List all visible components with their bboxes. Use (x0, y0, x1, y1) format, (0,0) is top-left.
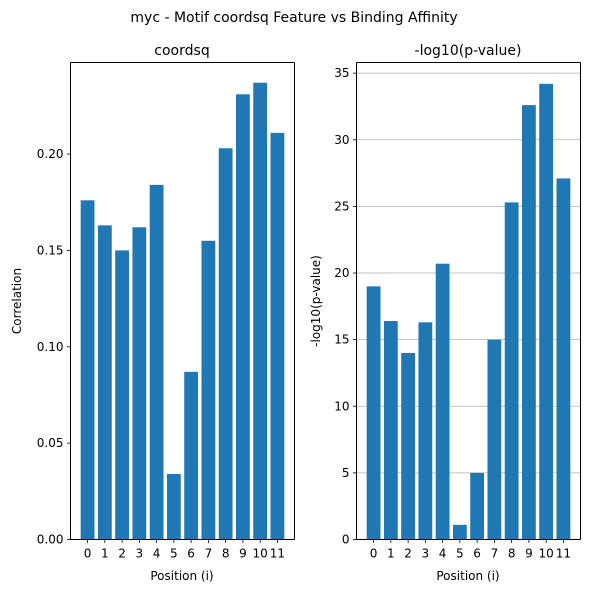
bar-9 (235, 94, 250, 540)
x-tick-label: 11 (556, 547, 571, 561)
bar-1 (383, 320, 398, 540)
bar-0 (366, 286, 381, 540)
x-tick-label: 7 (491, 547, 499, 561)
bar-6 (470, 472, 485, 540)
bar-3 (418, 322, 433, 540)
bar-10 (253, 82, 268, 540)
x-tick-label: 4 (439, 547, 447, 561)
bar-2 (401, 352, 416, 540)
x-tick-label: 10 (539, 547, 554, 561)
bar-4 (435, 263, 450, 540)
y-tick-label: 0 (342, 533, 350, 547)
x-tick-label: 4 (153, 547, 161, 561)
bar-8 (218, 148, 233, 540)
x-tick-label: 6 (187, 547, 195, 561)
y-tick-label: 0.10 (37, 340, 64, 354)
bar-0 (80, 200, 95, 540)
bar-10 (539, 83, 554, 540)
bar-11 (556, 178, 571, 540)
y-tick-label: 20 (334, 266, 349, 280)
y-tick-label: 0.15 (37, 243, 64, 257)
x-tick-label: 5 (170, 547, 178, 561)
chart-title: -log10(p-value) (415, 43, 522, 59)
y-tick-label: 15 (334, 333, 349, 347)
bar-11 (270, 132, 285, 540)
x-tick-label: 0 (370, 547, 378, 561)
x-tick-label: 3 (422, 547, 430, 561)
bar-7 (201, 240, 216, 540)
bar-4 (149, 184, 164, 540)
x-tick-label: 9 (239, 547, 247, 561)
neglog10-pvalue-chart: -log10(p-value) Position (i) -log10(p-va… (309, 43, 581, 583)
x-axis-label: Position (i) (436, 569, 499, 583)
x-tick-label: 1 (387, 547, 395, 561)
y-tick-label: 10 (334, 399, 349, 413)
x-tick-label: 9 (525, 547, 533, 561)
bar-5 (166, 473, 181, 540)
y-tick-label: 0.05 (37, 436, 64, 450)
x-tick-label: 5 (456, 547, 464, 561)
bar-9 (521, 105, 536, 540)
x-tick-label: 2 (118, 547, 126, 561)
x-tick-label: 1 (101, 547, 109, 561)
y-tick-label: 0.20 (37, 147, 64, 161)
y-axis-label: -log10(p-value) (309, 255, 323, 347)
x-tick-label: 8 (508, 547, 516, 561)
y-tick-label: 30 (334, 133, 349, 147)
bar-8 (504, 202, 519, 540)
bar-5 (452, 524, 467, 540)
x-tick-label: 10 (253, 547, 268, 561)
bar-7 (487, 339, 502, 540)
figure-title: myc - Motif coordsq Feature vs Binding A… (130, 10, 457, 26)
y-tick-label: 35 (334, 66, 349, 80)
y-axis-label: Correlation (10, 268, 24, 334)
bar-6 (184, 371, 199, 540)
x-tick-label: 0 (84, 547, 92, 561)
chart-title: coordsq (154, 43, 209, 59)
x-tick-label: 11 (270, 547, 285, 561)
x-tick-label: 7 (205, 547, 213, 561)
bar-3 (132, 227, 147, 540)
bar-2 (115, 250, 130, 540)
x-axis-label: Position (i) (150, 569, 213, 583)
x-tick-label: 8 (222, 547, 230, 561)
bar-1 (97, 225, 112, 540)
y-tick-label: 25 (334, 199, 349, 213)
x-tick-label: 2 (404, 547, 412, 561)
y-tick-label: 0.00 (37, 533, 64, 547)
y-tick-label: 5 (342, 466, 350, 480)
x-tick-label: 3 (136, 547, 144, 561)
x-tick-label: 6 (473, 547, 481, 561)
